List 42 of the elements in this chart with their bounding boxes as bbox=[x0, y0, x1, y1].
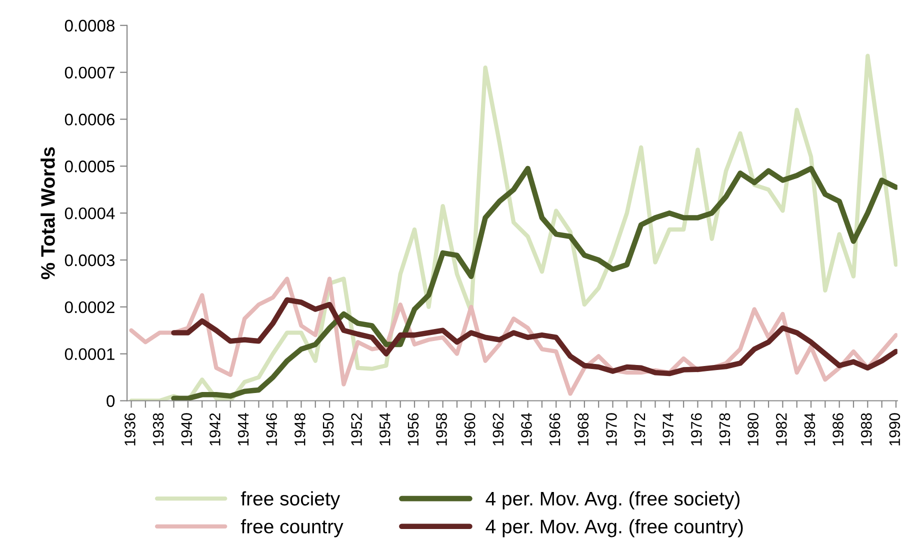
y-tick-label: 0.0005 bbox=[64, 160, 115, 172]
x-tick-label: 1938 bbox=[152, 413, 164, 446]
x-tick-label: 1964 bbox=[521, 413, 532, 446]
x-tick-label: 1954 bbox=[379, 413, 390, 446]
y-tick-label: 0 bbox=[106, 395, 115, 407]
y-axis-title: % Total Words bbox=[40, 147, 55, 280]
x-tick-label: 1942 bbox=[210, 413, 220, 446]
x-tick-label: 1956 bbox=[408, 413, 419, 446]
legend-label: 4 per. Mov. Avg. (free society) bbox=[486, 491, 740, 510]
y-tick-label: 0.0008 bbox=[64, 20, 115, 32]
y-tick-label: 0.0003 bbox=[64, 254, 115, 266]
x-tick-label: 1976 bbox=[691, 413, 702, 446]
y-tick-label: 0.0006 bbox=[64, 114, 115, 126]
x-tick-label: 1970 bbox=[606, 413, 617, 446]
x-tick-label: 1982 bbox=[776, 413, 787, 446]
x-tick-label: 1990 bbox=[889, 413, 900, 446]
y-tick-label: 0.0004 bbox=[64, 207, 115, 220]
x-tick-label: 1984 bbox=[804, 413, 816, 446]
legend-label: free society bbox=[240, 491, 340, 510]
x-tick-label: 1946 bbox=[266, 413, 277, 446]
x-tick-label: 1968 bbox=[578, 413, 589, 446]
legend-label: free country bbox=[240, 519, 344, 538]
x-tick-label: 1936 bbox=[124, 413, 136, 446]
x-tick-label: 1972 bbox=[634, 413, 646, 446]
x-tick-label: 1978 bbox=[719, 413, 730, 446]
y-tick-label: 0.0007 bbox=[64, 66, 114, 79]
legend-label: 4 per. Mov. Avg. (free country) bbox=[486, 519, 743, 538]
x-tick-label: 1986 bbox=[832, 413, 844, 446]
x-tick-label: 1966 bbox=[549, 413, 560, 446]
y-tick-label: 0.0002 bbox=[64, 301, 114, 314]
x-tick-label: 1952 bbox=[351, 413, 362, 446]
x-tick-label: 1974 bbox=[662, 413, 674, 446]
x-tick-label: 1960 bbox=[464, 413, 476, 446]
x-tick-label: 1944 bbox=[238, 413, 249, 446]
x-tick-label: 1940 bbox=[181, 413, 192, 446]
x-tick-label: 1980 bbox=[748, 413, 758, 446]
x-tick-label: 1948 bbox=[294, 413, 306, 446]
x-tick-label: 1988 bbox=[860, 413, 872, 446]
y-tick-label: 0.0001 bbox=[64, 348, 114, 360]
x-tick-label: 1962 bbox=[492, 413, 504, 446]
x-tick-label: 1958 bbox=[436, 413, 447, 446]
x-tick-label: 1950 bbox=[322, 413, 334, 446]
